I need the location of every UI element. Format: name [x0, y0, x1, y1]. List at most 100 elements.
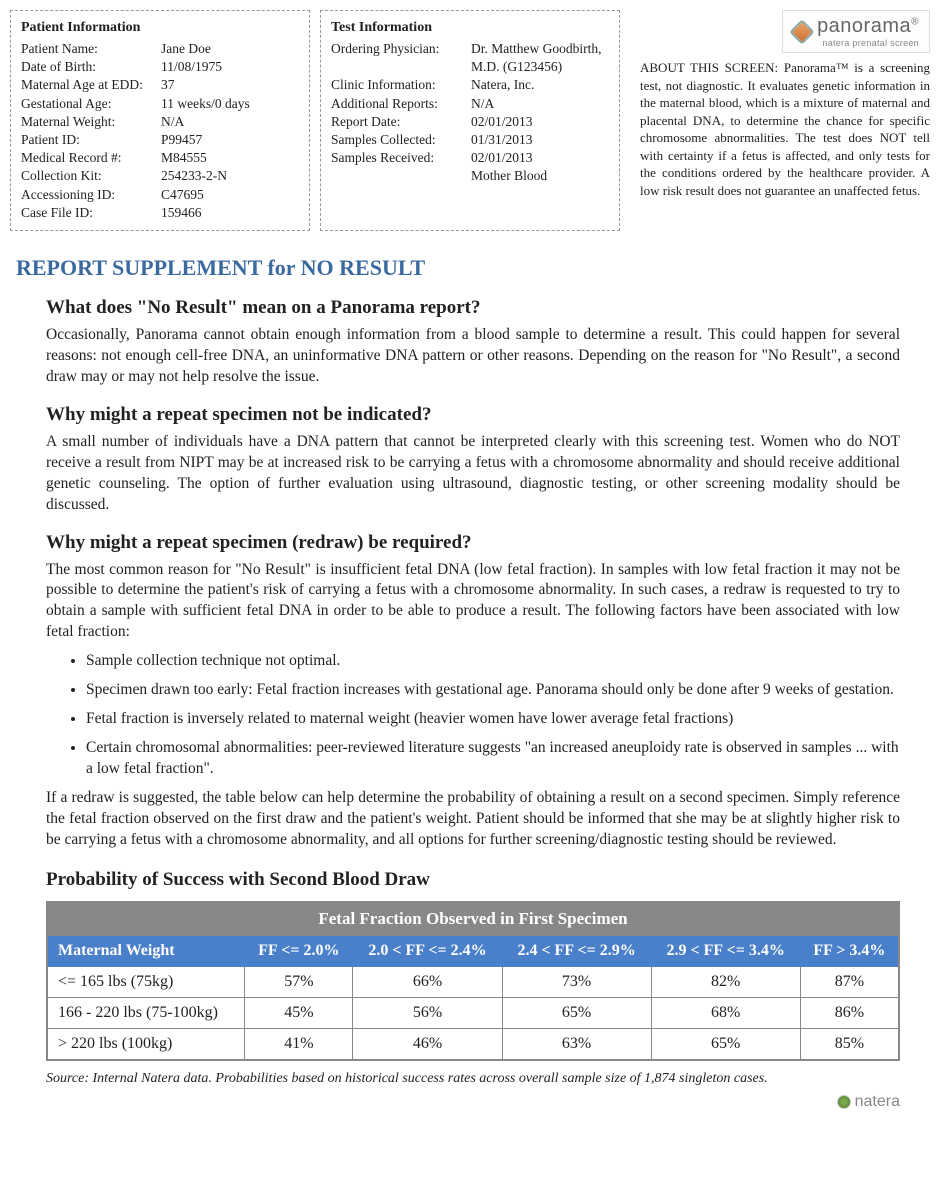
question-heading: Why might a repeat specimen not be indic… — [46, 404, 900, 426]
table-top-header: Fetal Fraction Observed in First Specime… — [47, 902, 899, 936]
table-row: 166 - 220 lbs (75-100kg)45%56%65%68%86% — [47, 997, 899, 1028]
question-heading: Why might a repeat specimen (redraw) be … — [46, 532, 900, 554]
test-row: Mother Blood — [331, 167, 609, 185]
field-label: Medical Record #: — [21, 149, 161, 167]
cell-value: 82% — [651, 966, 800, 997]
field-value: 11/08/1975 — [161, 58, 299, 76]
test-row: Additional Reports:N/A — [331, 95, 609, 113]
answer-paragraph: The most common reason for "No Result" i… — [46, 560, 900, 644]
column-header: FF > 3.4% — [800, 935, 899, 966]
section-title: REPORT SUPPLEMENT for NO RESULT — [16, 255, 930, 281]
field-value: 159466 — [161, 204, 299, 222]
table-row: <= 165 lbs (75kg)57%66%73%82%87% — [47, 966, 899, 997]
natera-logo-icon — [837, 1095, 851, 1109]
test-row: Samples Received:02/01/2013 — [331, 149, 609, 167]
cell-value: 63% — [502, 1028, 651, 1060]
field-label: Patient Name: — [21, 40, 161, 58]
field-value: Jane Doe — [161, 40, 299, 58]
patient-info-box: Patient Information Patient Name:Jane Do… — [10, 10, 310, 231]
row-label: > 220 lbs (100kg) — [47, 1028, 245, 1060]
field-label: Maternal Age at EDD: — [21, 76, 161, 94]
logo-area: panorama® natera prenatal screen — [640, 10, 930, 53]
row-label: <= 165 lbs (75kg) — [47, 966, 245, 997]
cell-value: 56% — [353, 997, 502, 1028]
field-value: N/A — [471, 95, 609, 113]
field-label: Collection Kit: — [21, 167, 161, 185]
field-value: 01/31/2013 — [471, 131, 609, 149]
about-text: ABOUT THIS SCREEN: Panorama™ is a screen… — [640, 59, 930, 199]
cell-value: 86% — [800, 997, 899, 1028]
bullet-item: Certain chromosomal abnormalities: peer-… — [86, 738, 900, 780]
cell-value: 87% — [800, 966, 899, 997]
column-header: 2.4 < FF <= 2.9% — [502, 935, 651, 966]
answer-paragraph: If a redraw is suggested, the table belo… — [46, 788, 900, 851]
cell-value: 57% — [245, 966, 353, 997]
field-label: Samples Received: — [331, 149, 471, 167]
body-content: What does "No Result" mean on a Panorama… — [10, 297, 930, 1114]
bullet-item: Sample collection technique not optimal. — [86, 651, 900, 672]
header-row: Patient Information Patient Name:Jane Do… — [10, 10, 930, 231]
test-row: Clinic Information:Natera, Inc. — [331, 76, 609, 94]
patient-row: Maternal Weight:N/A — [21, 113, 299, 131]
cell-value: 68% — [651, 997, 800, 1028]
field-value: Dr. Matthew Goodbirth, M.D. (G123456) — [471, 40, 609, 76]
field-value: P99457 — [161, 131, 299, 149]
patient-row: Date of Birth:11/08/1975 — [21, 58, 299, 76]
field-value: Natera, Inc. — [471, 76, 609, 94]
field-label: Clinic Information: — [331, 76, 471, 94]
cell-value: 73% — [502, 966, 651, 997]
field-label — [331, 167, 471, 185]
field-label: Report Date: — [331, 113, 471, 131]
patient-row: Gestational Age:11 weeks/0 days — [21, 95, 299, 113]
field-label: Samples Collected: — [331, 131, 471, 149]
test-row: Report Date:02/01/2013 — [331, 113, 609, 131]
cell-value: 66% — [353, 966, 502, 997]
probability-table: Fetal Fraction Observed in First Specime… — [46, 901, 900, 1061]
table-title: Probability of Success with Second Blood… — [46, 869, 900, 891]
field-label: Accessioning ID: — [21, 186, 161, 204]
bullet-item: Specimen drawn too early: Fetal fraction… — [86, 680, 900, 701]
field-value: 02/01/2013 — [471, 113, 609, 131]
patient-row: Collection Kit:254233-2-N — [21, 167, 299, 185]
about-column: panorama® natera prenatal screen ABOUT T… — [630, 10, 930, 231]
test-row: Samples Collected:01/31/2013 — [331, 131, 609, 149]
field-label: Maternal Weight: — [21, 113, 161, 131]
patient-row: Maternal Age at EDD:37 — [21, 76, 299, 94]
field-label: Additional Reports: — [331, 95, 471, 113]
field-value: N/A — [161, 113, 299, 131]
cell-value: 45% — [245, 997, 353, 1028]
logo-text: panorama® — [817, 15, 919, 37]
field-value: C47695 — [161, 186, 299, 204]
field-value: Mother Blood — [471, 167, 609, 185]
field-value: 11 weeks/0 days — [161, 95, 299, 113]
column-header: 2.9 < FF <= 3.4% — [651, 935, 800, 966]
test-row: Ordering Physician:Dr. Matthew Goodbirth… — [331, 40, 609, 76]
question-heading: What does "No Result" mean on a Panorama… — [46, 297, 900, 319]
patient-row: Patient Name:Jane Doe — [21, 40, 299, 58]
field-label: Patient ID: — [21, 131, 161, 149]
test-heading: Test Information — [331, 19, 609, 38]
field-value: M84555 — [161, 149, 299, 167]
field-value: 02/01/2013 — [471, 149, 609, 167]
bullet-item: Fetal fraction is inversely related to m… — [86, 709, 900, 730]
cell-value: 65% — [502, 997, 651, 1028]
bullet-list: Sample collection technique not optimal.… — [86, 651, 900, 780]
logo-subtext: natera prenatal screen — [817, 38, 919, 48]
cell-value: 41% — [245, 1028, 353, 1060]
cell-value: 85% — [800, 1028, 899, 1060]
patient-row: Case File ID:159466 — [21, 204, 299, 222]
patient-row: Accessioning ID:C47695 — [21, 186, 299, 204]
field-label: Ordering Physician: — [331, 40, 471, 76]
patient-row: Medical Record #:M84555 — [21, 149, 299, 167]
field-label: Date of Birth: — [21, 58, 161, 76]
field-value: 254233-2-N — [161, 167, 299, 185]
patient-row: Patient ID:P99457 — [21, 131, 299, 149]
table-footnote: Source: Internal Natera data. Probabilit… — [46, 1071, 900, 1087]
footer-logo: natera — [46, 1093, 900, 1114]
column-header: Maternal Weight — [47, 935, 245, 966]
panorama-logo-icon — [789, 19, 814, 44]
row-label: 166 - 220 lbs (75-100kg) — [47, 997, 245, 1028]
cell-value: 65% — [651, 1028, 800, 1060]
footer-logo-text: natera — [855, 1093, 900, 1111]
column-header: FF <= 2.0% — [245, 935, 353, 966]
